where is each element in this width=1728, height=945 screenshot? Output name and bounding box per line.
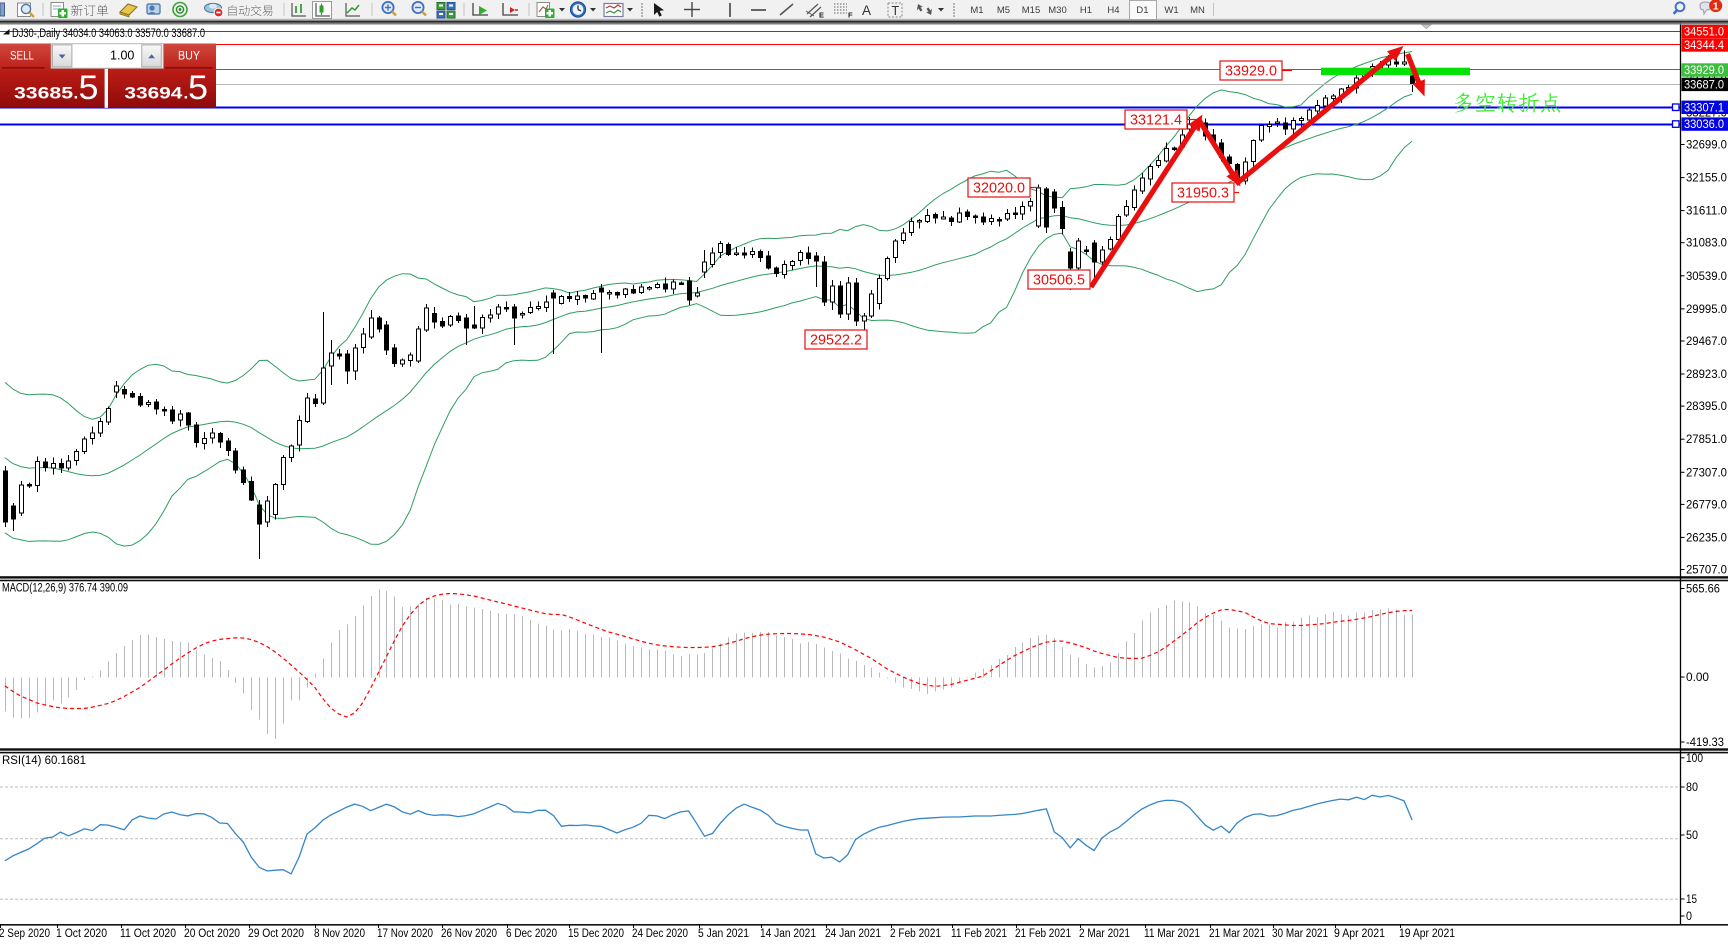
- svg-text:M30: M30: [1048, 5, 1066, 16]
- svg-text:F: F: [848, 11, 853, 20]
- svg-text:29995.0: 29995.0: [1686, 304, 1727, 316]
- svg-text:MACD(12,26,9) 376.74 390.09: MACD(12,26,9) 376.74 390.09: [2, 583, 128, 595]
- svg-text:33929.0: 33929.0: [1225, 63, 1277, 80]
- svg-text:26779.0: 26779.0: [1686, 499, 1727, 511]
- svg-text:27851.0: 27851.0: [1686, 434, 1727, 446]
- svg-text:0: 0: [1686, 911, 1692, 923]
- svg-text:24 Dec 2020: 24 Dec 2020: [632, 928, 688, 940]
- svg-text:27307.0: 27307.0: [1686, 467, 1727, 479]
- svg-text:1 Oct 2020: 1 Oct 2020: [56, 928, 107, 940]
- svg-text:80: 80: [1686, 782, 1698, 794]
- svg-text:.: .: [184, 84, 189, 103]
- svg-text:24 Jan 2021: 24 Jan 2021: [825, 928, 881, 940]
- svg-text:21 Mar 2021: 21 Mar 2021: [1209, 928, 1265, 940]
- svg-text:M5: M5: [997, 5, 1010, 16]
- svg-text:33694: 33694: [124, 84, 183, 103]
- svg-text:M1: M1: [970, 5, 983, 16]
- svg-text:2 Sep 2020: 2 Sep 2020: [0, 928, 50, 940]
- svg-text:-419.33: -419.33: [1686, 737, 1724, 749]
- svg-text:32155.0: 32155.0: [1686, 173, 1727, 185]
- svg-text:M15: M15: [1022, 5, 1040, 16]
- svg-text:6 Dec 2020: 6 Dec 2020: [506, 928, 557, 940]
- svg-text:31611.0: 31611.0: [1686, 206, 1727, 218]
- svg-text:26 Nov 2020: 26 Nov 2020: [441, 928, 497, 940]
- svg-text:11 Oct 2020: 11 Oct 2020: [120, 928, 176, 940]
- svg-text:T: T: [892, 4, 900, 18]
- svg-text:RSI(14) 60.1681: RSI(14) 60.1681: [2, 755, 86, 767]
- svg-text:33036.0: 33036.0: [1684, 119, 1724, 131]
- svg-text:31083.0: 31083.0: [1686, 238, 1727, 250]
- svg-text:0.00: 0.00: [1686, 672, 1709, 684]
- svg-text:32699.0: 32699.0: [1686, 140, 1727, 152]
- svg-text:15 Dec 2020: 15 Dec 2020: [568, 928, 624, 940]
- svg-text:MN: MN: [1190, 5, 1205, 16]
- svg-text:H4: H4: [1107, 5, 1119, 16]
- svg-text:14 Jan 2021: 14 Jan 2021: [760, 928, 816, 940]
- svg-text:2 Mar 2021: 2 Mar 2021: [1079, 928, 1130, 940]
- svg-text:W1: W1: [1164, 5, 1178, 16]
- svg-text:A: A: [862, 3, 871, 18]
- svg-text:17 Nov 2020: 17 Nov 2020: [377, 928, 433, 940]
- svg-text:BUY: BUY: [178, 51, 200, 63]
- svg-text:8 Nov 2020: 8 Nov 2020: [314, 928, 365, 940]
- svg-text:32020.0: 32020.0: [973, 180, 1025, 197]
- svg-text:9 Apr 2021: 9 Apr 2021: [1334, 928, 1385, 940]
- svg-text:26235.0: 26235.0: [1686, 532, 1727, 544]
- svg-text:25707.0: 25707.0: [1686, 565, 1727, 577]
- svg-text:D1: D1: [1136, 5, 1148, 16]
- svg-text:28395.0: 28395.0: [1686, 401, 1727, 413]
- svg-text:5: 5: [188, 69, 208, 107]
- svg-text:5: 5: [79, 69, 99, 107]
- svg-text:21 Feb 2021: 21 Feb 2021: [1015, 928, 1071, 940]
- svg-text:2 Feb 2021: 2 Feb 2021: [890, 928, 941, 940]
- svg-text:29 Oct 2020: 29 Oct 2020: [248, 928, 304, 940]
- svg-text:28923.0: 28923.0: [1686, 369, 1727, 381]
- svg-text:30506.5: 30506.5: [1033, 272, 1085, 289]
- svg-text:33685: 33685: [14, 84, 73, 103]
- svg-text:20 Oct 2020: 20 Oct 2020: [184, 928, 240, 940]
- svg-text:29467.0: 29467.0: [1686, 336, 1727, 348]
- svg-text:11 Feb 2021: 11 Feb 2021: [951, 928, 1007, 940]
- svg-text:DJ30-,Daily 34034.0 34063.0 3: DJ30-,Daily 34034.0 34063.0 33570.0 3368…: [12, 28, 205, 40]
- svg-text:31950.3: 31950.3: [1177, 185, 1229, 202]
- svg-text:1: 1: [1713, 1, 1719, 13]
- svg-text:19 Apr 2021: 19 Apr 2021: [1399, 928, 1455, 940]
- svg-text:29522.2: 29522.2: [810, 332, 862, 349]
- svg-text:1.00: 1.00: [110, 49, 134, 63]
- svg-text:H1: H1: [1080, 5, 1092, 16]
- svg-text:33121.4: 33121.4: [1130, 112, 1182, 129]
- svg-text:E: E: [819, 11, 824, 20]
- svg-text:100: 100: [1686, 753, 1703, 765]
- svg-text:565.66: 565.66: [1686, 584, 1720, 596]
- svg-text:34551.0: 34551.0: [1684, 27, 1724, 39]
- svg-text:SELL: SELL: [10, 51, 35, 63]
- svg-text:33929.0: 33929.0: [1684, 65, 1724, 77]
- svg-text:11 Mar 2021: 11 Mar 2021: [1144, 928, 1200, 940]
- svg-text:50: 50: [1686, 830, 1698, 842]
- svg-text:30539.0: 30539.0: [1686, 271, 1727, 283]
- svg-text:30 Mar 2021: 30 Mar 2021: [1272, 928, 1328, 940]
- svg-text:33307.1: 33307.1: [1684, 102, 1724, 114]
- svg-text:5 Jan 2021: 5 Jan 2021: [698, 928, 749, 940]
- svg-text:33687.0: 33687.0: [1684, 79, 1724, 91]
- svg-text:.: .: [74, 84, 79, 103]
- svg-text:15: 15: [1686, 894, 1697, 906]
- svg-text:34344.4: 34344.4: [1684, 40, 1725, 52]
